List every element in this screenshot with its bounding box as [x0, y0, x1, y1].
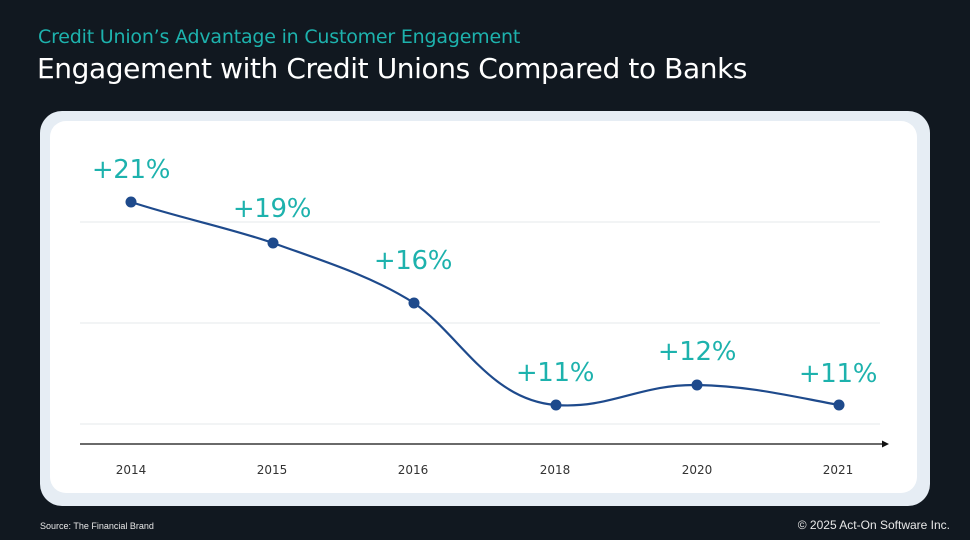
chart-card: [40, 111, 930, 506]
data-point-2020: [691, 379, 703, 391]
data-label: +19%: [232, 194, 312, 224]
data-point-2016: [408, 297, 420, 309]
data-label: +21%: [91, 155, 171, 185]
x-tick-label: 2020: [681, 463, 713, 477]
data-label: +11%: [515, 358, 595, 388]
x-tick-label: 2016: [397, 463, 429, 477]
x-tick-label: 2021: [822, 463, 854, 477]
gridlines: [80, 221, 880, 425]
data-point-2018: [550, 399, 562, 411]
data-points: [125, 196, 845, 411]
axis-arrow-icon: [882, 440, 889, 448]
data-line: [130, 200, 840, 407]
x-axis: [80, 440, 889, 448]
x-tick-label: 2014: [115, 463, 147, 477]
copyright-note: © 2025 Act-On Software Inc.: [797, 518, 950, 532]
data-point-2015: [267, 237, 279, 249]
chart-subtitle: Credit Union’s Advantage in Customer Eng…: [38, 26, 521, 48]
data-label: +16%: [373, 246, 453, 276]
data-label: +12%: [657, 337, 737, 367]
data-point-2021: [833, 399, 845, 411]
source-note: Source: The Financial Brand: [40, 521, 154, 531]
x-tick-label: 2015: [256, 463, 288, 477]
data-label: +11%: [798, 359, 878, 389]
data-point-2014: [125, 196, 137, 208]
x-tick-label: 2018: [539, 463, 571, 477]
chart-card-inner: [50, 121, 917, 493]
chart-title: Engagement with Credit Unions Compared t…: [37, 52, 748, 85]
